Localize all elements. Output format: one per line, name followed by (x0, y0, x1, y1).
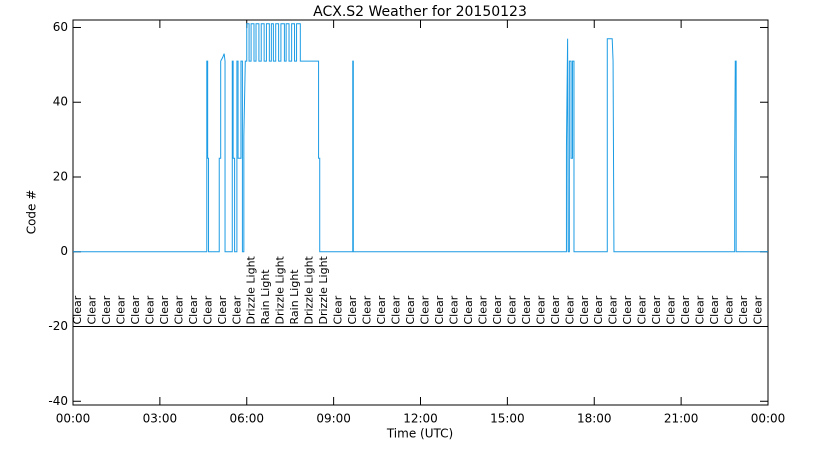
chart-title: ACX.S2 Weather for 20150123 (313, 4, 527, 20)
annotation: Clear (578, 295, 591, 324)
annotation: Clear (172, 295, 185, 324)
annotation: Clear (534, 295, 547, 324)
annotation: Clear (158, 295, 171, 324)
annotation: Drizzle Light (274, 255, 287, 324)
annotation: Clear (230, 295, 243, 324)
y-tick-label: 20 (53, 169, 68, 183)
annotation: Drizzle Light (245, 255, 258, 324)
annotation: Clear (752, 295, 765, 324)
annotation: Clear (447, 295, 460, 324)
annotation: Clear (665, 295, 678, 324)
x-tick-label: 09:00 (316, 412, 351, 426)
y-axis-label: Code # (25, 190, 39, 235)
annotation: Clear (419, 295, 432, 324)
data-line (73, 23, 768, 253)
annotation: Clear (390, 295, 403, 324)
annotation: Clear (216, 295, 229, 324)
annotation: Drizzle Light (317, 255, 330, 324)
annotation: Clear (375, 295, 388, 324)
x-tick-label: 15:00 (490, 412, 525, 426)
annotation: Clear (187, 295, 200, 324)
annotation: Clear (129, 295, 142, 324)
annotation: Clear (708, 295, 721, 324)
annotation: Rain Light (288, 269, 301, 325)
annotation: Clear (607, 295, 620, 324)
annotation: Clear (737, 295, 750, 324)
annotation: Clear (723, 295, 736, 324)
annotation: Clear (433, 295, 446, 324)
x-tick-label: 00:00 (751, 412, 786, 426)
annotation: Clear (505, 295, 518, 324)
annotation: Clear (679, 295, 692, 324)
annotation: Clear (650, 295, 663, 324)
x-tick-label: 18:00 (577, 412, 612, 426)
annotation: Clear (563, 295, 576, 324)
y-tick-label: 60 (53, 20, 68, 34)
annotation: Clear (462, 295, 475, 324)
annotation: Clear (100, 295, 113, 324)
x-tick-label: 12:00 (403, 412, 438, 426)
annotation: Clear (694, 295, 707, 324)
annotation: Clear (476, 295, 489, 324)
annotation: Clear (332, 295, 345, 324)
annotation: Clear (143, 295, 156, 324)
annotation: Clear (592, 295, 605, 324)
x-axis-label: Time (UTC) (386, 427, 453, 441)
annotation: Clear (85, 295, 98, 324)
annotation: Clear (636, 295, 649, 324)
y-tick-label: -40 (48, 394, 68, 408)
annotation: Rain Light (259, 269, 272, 325)
annotation: Clear (491, 295, 504, 324)
x-tick-label: 21:00 (664, 412, 699, 426)
y-tick-label: -20 (48, 319, 68, 333)
annotation: Clear (361, 295, 374, 324)
x-tick-label: 06:00 (229, 412, 264, 426)
y-tick-label: 0 (60, 244, 68, 258)
annotation: Clear (520, 295, 533, 324)
x-tick-label: 03:00 (143, 412, 178, 426)
annotation: Clear (404, 295, 417, 324)
y-tick-label: 40 (53, 95, 68, 109)
annotation: Clear (549, 295, 562, 324)
annotation: Clear (346, 295, 359, 324)
plot-frame (72, 19, 769, 406)
annotation: Drizzle Light (303, 255, 316, 324)
annotation: Clear (114, 295, 127, 324)
annotation: Clear (201, 295, 214, 324)
annotation: Clear (71, 295, 84, 324)
annotation: Clear (621, 295, 634, 324)
x-tick-label: 00:00 (56, 412, 91, 426)
